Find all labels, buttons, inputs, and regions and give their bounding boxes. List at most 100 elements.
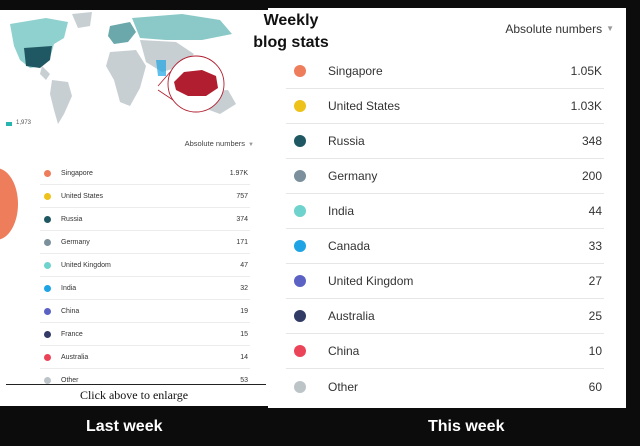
metric-toggle-dropdown[interactable]: Absolute numbers ▼ (185, 139, 254, 148)
country-name: France (61, 330, 83, 338)
country-name: United Kingdom (328, 274, 414, 288)
legend-dot-icon (44, 169, 51, 177)
visit-count: 757 (236, 192, 248, 200)
country-name: India (328, 204, 355, 218)
map-legend-value: 1,973 (16, 120, 32, 126)
visit-count: 27 (588, 274, 602, 288)
visit-count: 25 (588, 309, 602, 323)
legend-dot-icon (44, 330, 51, 338)
legend-dot-icon (294, 170, 306, 182)
list-item[interactable]: United Kingdom 27 (286, 264, 604, 299)
legend-dot-icon (294, 345, 306, 357)
list-item[interactable]: United Kingdom 47 (40, 254, 250, 277)
visit-count: 1.05K (570, 64, 602, 78)
visit-count: 171 (236, 238, 248, 246)
visit-count: 44 (588, 204, 602, 218)
page-title: Weekly blog stats (236, 10, 346, 54)
country-name: Canada (328, 239, 371, 253)
visit-count: 33 (588, 239, 602, 253)
country-name: Russia (61, 215, 83, 223)
legend-dot-icon (294, 240, 306, 252)
list-item[interactable]: Germany 200 (286, 159, 604, 194)
visit-count: 14 (240, 353, 248, 361)
list-item[interactable]: Russia 348 (286, 124, 604, 159)
country-name: Germany (61, 238, 90, 246)
world-map[interactable] (6, 10, 268, 132)
country-name: Other (328, 379, 359, 394)
legend-dot-icon (294, 380, 306, 393)
legend-dot-icon (294, 205, 306, 217)
country-name: Singapore (61, 169, 93, 177)
list-item[interactable]: France 15 (40, 323, 250, 346)
list-item[interactable]: Russia 374 (40, 208, 250, 231)
this-week-panel: Absolute numbers ▼ Singapore 1.05K United S… (268, 8, 626, 408)
legend-dot-icon (294, 65, 306, 77)
legend-dot-icon (44, 261, 51, 269)
list-item[interactable]: Australia 25 (286, 299, 604, 334)
title-line-1: Weekly (263, 12, 319, 29)
legend-dot-icon (294, 135, 306, 147)
caption-divider (6, 384, 266, 385)
caret-down-icon: ▼ (606, 24, 614, 33)
list-item[interactable]: United States 757 (40, 185, 250, 208)
legend-dot-icon (44, 238, 51, 246)
last-week-label: Last week (86, 418, 163, 435)
legend-dot-icon (294, 275, 306, 287)
visit-count: 348 (581, 134, 602, 148)
title-line-2: blog stats (253, 34, 329, 51)
visit-count: 1.03K (570, 99, 602, 113)
visit-count: 60 (588, 379, 602, 394)
list-item[interactable]: Other 53 (40, 369, 250, 392)
country-name: India (61, 284, 77, 292)
country-name: Germany (328, 169, 378, 183)
country-name: United States (61, 192, 104, 200)
visit-count: 53 (240, 377, 248, 384)
caret-down-icon: ▼ (248, 142, 254, 148)
visit-count: 200 (581, 169, 602, 183)
country-name: United States (328, 99, 401, 113)
enlarge-caption[interactable]: Click above to enlarge (79, 388, 189, 402)
country-name: Other (61, 377, 79, 384)
list-item[interactable]: China 10 (286, 334, 604, 369)
last-week-panel: 1,973 Absolute numbers ▼ Singapore 1.97K Un… (0, 10, 268, 406)
visit-count: 19 (240, 307, 248, 315)
this-week-label: This week (428, 418, 505, 435)
metric-toggle-dropdown[interactable]: Absolute numbers ▼ (505, 22, 614, 36)
list-item[interactable]: Singapore 1.97K (40, 162, 250, 185)
legend-dot-icon (44, 353, 51, 361)
legend-dot-icon (294, 310, 306, 322)
list-item[interactable]: Other 60 (286, 369, 604, 404)
metric-toggle-label: Absolute numbers (505, 22, 603, 36)
legend-dot-icon (44, 307, 51, 315)
country-name: Australia (61, 353, 89, 361)
country-name: Russia (328, 134, 365, 148)
country-name: China (328, 344, 360, 358)
legend-dot-icon (44, 284, 51, 292)
list-item[interactable]: India 32 (40, 277, 250, 300)
visit-count: 10 (588, 344, 602, 358)
world-map-graphic (6, 10, 268, 132)
list-item[interactable]: Germany 171 (40, 231, 250, 254)
legend-dot-icon (44, 377, 51, 384)
country-name: China (61, 307, 80, 315)
legend-dot-icon (44, 192, 51, 200)
country-name: Australia (328, 309, 375, 323)
country-name: Singapore (328, 64, 383, 78)
visit-count: 374 (236, 215, 248, 223)
this-week-country-list: Singapore 1.05K United States 1.03K Russia 34… (286, 54, 604, 404)
list-item[interactable]: China 19 (40, 300, 250, 323)
legend-dot-icon (44, 215, 51, 223)
visit-count: 32 (240, 284, 248, 292)
metric-toggle-label: Absolute numbers (184, 139, 246, 148)
list-item[interactable]: Singapore 1.05K (286, 54, 604, 89)
legend-dot-icon (294, 100, 306, 112)
list-item[interactable]: United States 1.03K (286, 89, 604, 124)
visit-count: 1.97K (229, 169, 248, 177)
last-week-country-list: Singapore 1.97K United States 757 Russia 374 G… (40, 162, 250, 392)
visit-count: 15 (240, 330, 248, 338)
map-legend-swatch (6, 122, 12, 126)
pie-chart-slice (0, 168, 18, 240)
list-item[interactable]: Canada 33 (286, 229, 604, 264)
list-item[interactable]: India 44 (286, 194, 604, 229)
list-item[interactable]: Australia 14 (40, 346, 250, 369)
